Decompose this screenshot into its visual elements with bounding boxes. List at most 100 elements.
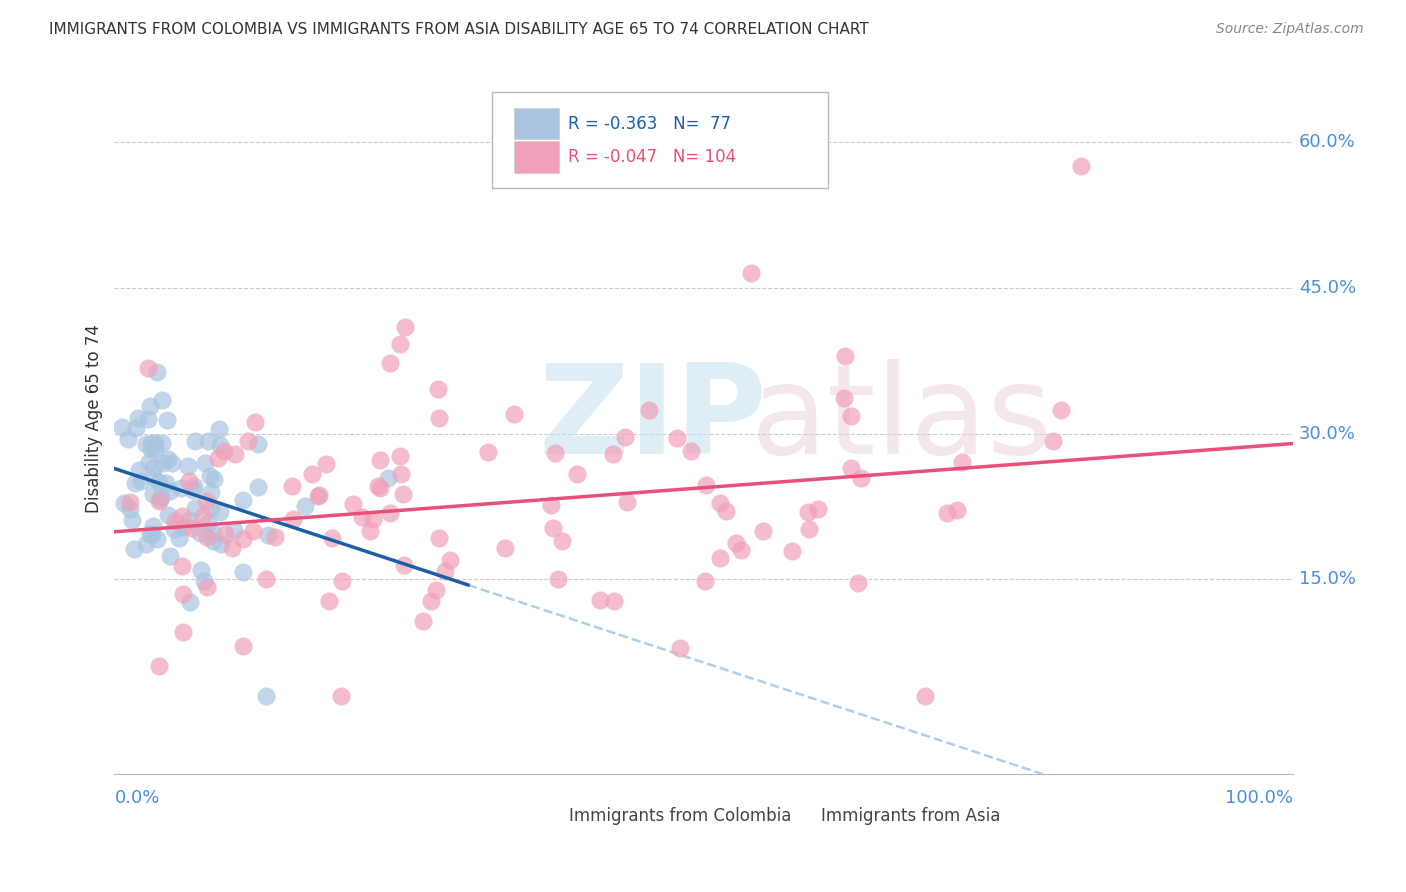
Point bbox=[121, 513, 143, 527]
Point bbox=[359, 524, 381, 538]
FancyBboxPatch shape bbox=[530, 805, 565, 827]
Point bbox=[200, 469, 222, 483]
Point bbox=[193, 574, 215, 589]
Point bbox=[212, 443, 235, 458]
Point bbox=[136, 412, 159, 426]
Point bbox=[389, 467, 412, 482]
Point bbox=[247, 437, 270, 451]
Point bbox=[197, 516, 219, 531]
Point bbox=[613, 430, 636, 444]
Point bbox=[184, 434, 207, 448]
Point bbox=[191, 508, 214, 523]
Point bbox=[197, 434, 219, 448]
Point bbox=[163, 523, 186, 537]
Point bbox=[232, 532, 254, 546]
Point bbox=[280, 479, 302, 493]
Point bbox=[170, 559, 193, 574]
Point bbox=[540, 498, 562, 512]
Point bbox=[202, 472, 225, 486]
Point bbox=[165, 514, 187, 528]
Point bbox=[202, 525, 225, 540]
Point bbox=[752, 524, 775, 538]
Point bbox=[150, 490, 173, 504]
Point bbox=[307, 489, 329, 503]
Point bbox=[149, 492, 172, 507]
Point bbox=[797, 505, 820, 519]
Point bbox=[412, 614, 434, 628]
Point bbox=[118, 502, 141, 516]
Point bbox=[152, 456, 174, 470]
Point bbox=[367, 479, 389, 493]
Text: atlas: atlas bbox=[751, 359, 1053, 480]
Text: 60.0%: 60.0% bbox=[1299, 133, 1355, 151]
Text: 0.0%: 0.0% bbox=[114, 789, 160, 806]
Point bbox=[544, 446, 567, 460]
Point bbox=[169, 481, 191, 495]
Point bbox=[669, 640, 692, 655]
Point bbox=[155, 475, 177, 490]
Point bbox=[136, 360, 159, 375]
Point bbox=[301, 467, 323, 482]
Point bbox=[1050, 403, 1073, 417]
Point bbox=[352, 510, 374, 524]
Point bbox=[127, 411, 149, 425]
Point bbox=[112, 495, 135, 509]
FancyBboxPatch shape bbox=[492, 93, 828, 188]
Point bbox=[194, 493, 217, 508]
Point bbox=[141, 435, 163, 450]
Point bbox=[709, 551, 731, 566]
Point bbox=[232, 640, 254, 654]
Point bbox=[200, 501, 222, 516]
Point bbox=[129, 474, 152, 488]
Point bbox=[207, 450, 229, 465]
Point bbox=[141, 526, 163, 541]
Point bbox=[543, 520, 565, 534]
Point bbox=[589, 593, 612, 607]
Point bbox=[143, 442, 166, 456]
Point bbox=[150, 392, 173, 407]
Point bbox=[232, 565, 254, 579]
Point bbox=[170, 509, 193, 524]
Point bbox=[145, 365, 167, 379]
Point bbox=[565, 467, 588, 482]
Point bbox=[148, 658, 170, 673]
Point bbox=[330, 689, 353, 703]
Point bbox=[148, 475, 170, 489]
Point bbox=[425, 583, 447, 598]
Point bbox=[208, 422, 231, 436]
Text: Immigrants from Asia: Immigrants from Asia bbox=[821, 807, 1000, 825]
Point bbox=[503, 408, 526, 422]
Point bbox=[146, 532, 169, 546]
Y-axis label: Disability Age 65 to 74: Disability Age 65 to 74 bbox=[86, 325, 103, 514]
Point bbox=[117, 432, 139, 446]
Point bbox=[156, 413, 179, 427]
Point bbox=[254, 572, 277, 586]
FancyBboxPatch shape bbox=[782, 805, 815, 827]
Point bbox=[368, 453, 391, 467]
Point bbox=[209, 537, 232, 551]
Point bbox=[315, 457, 337, 471]
Point bbox=[439, 552, 461, 566]
Point bbox=[177, 458, 200, 473]
Point bbox=[321, 531, 343, 545]
Point bbox=[730, 542, 752, 557]
Point bbox=[603, 594, 626, 608]
Point bbox=[254, 689, 277, 703]
Point bbox=[716, 504, 738, 518]
Point bbox=[139, 442, 162, 457]
Point bbox=[194, 456, 217, 470]
Point bbox=[138, 455, 160, 469]
Point bbox=[148, 494, 170, 508]
Point bbox=[950, 455, 973, 469]
Point bbox=[294, 499, 316, 513]
Point bbox=[208, 504, 231, 518]
Point bbox=[156, 508, 179, 523]
Point bbox=[190, 563, 212, 577]
Point bbox=[122, 542, 145, 557]
Point bbox=[172, 587, 194, 601]
Point bbox=[377, 471, 399, 485]
Point bbox=[247, 480, 270, 494]
Point bbox=[740, 266, 762, 280]
Point bbox=[242, 524, 264, 538]
Point bbox=[181, 483, 204, 498]
